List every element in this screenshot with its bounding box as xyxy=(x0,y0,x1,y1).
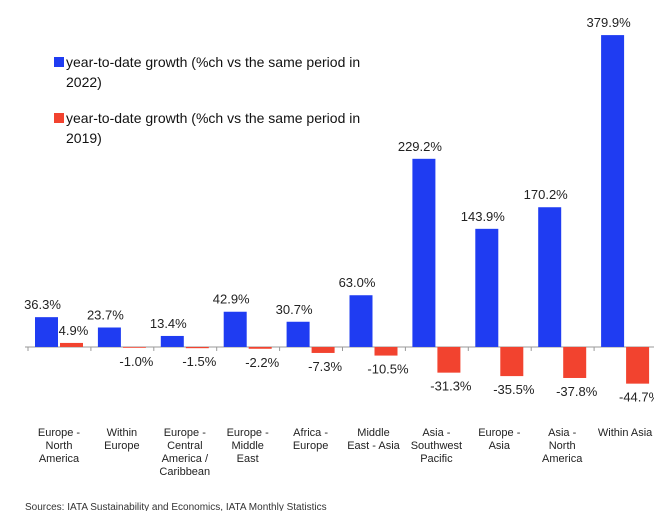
value-label: 4.9% xyxy=(59,323,89,338)
bar xyxy=(223,311,247,347)
bar xyxy=(563,346,587,378)
x-tick-label: Asia - Southwest Pacific xyxy=(410,427,463,465)
value-label: -35.5% xyxy=(493,382,535,397)
bar xyxy=(349,295,373,347)
value-label: 13.4% xyxy=(150,316,187,331)
bar xyxy=(437,346,461,373)
value-label: -37.8% xyxy=(556,384,598,399)
value-label: 229.2% xyxy=(398,139,443,154)
bar xyxy=(475,228,499,347)
x-tick-label: Asia - North America xyxy=(542,427,583,465)
x-tick-label: Europe - Asia xyxy=(478,427,521,452)
bar xyxy=(374,346,398,356)
x-tick-label: Europe - North America xyxy=(37,427,81,465)
legend-swatch xyxy=(54,113,64,123)
bar xyxy=(626,346,650,384)
bar xyxy=(311,346,335,353)
bar xyxy=(286,321,310,347)
value-label: -44.7% xyxy=(619,390,654,405)
value-label: 143.9% xyxy=(461,209,506,224)
bar xyxy=(160,335,184,347)
value-label: -7.3% xyxy=(308,359,342,374)
value-label: 379.9% xyxy=(587,15,632,30)
source-note: Sources: IATA Sustainability and Economi… xyxy=(25,502,327,511)
value-label: 42.9% xyxy=(213,292,250,307)
x-tick-label: Within Europe xyxy=(104,427,140,452)
value-label: 63.0% xyxy=(339,275,376,290)
value-label: 36.3% xyxy=(24,297,61,312)
bar xyxy=(122,346,146,348)
bar xyxy=(185,346,209,349)
bar xyxy=(601,35,625,347)
bar xyxy=(412,158,436,347)
value-label: 23.7% xyxy=(87,308,124,323)
value-label: 170.2% xyxy=(524,187,569,202)
bar xyxy=(500,346,524,377)
value-label: -1.5% xyxy=(182,354,216,369)
value-label: -10.5% xyxy=(367,362,409,377)
legend-swatch xyxy=(54,57,64,67)
x-tick-label: Europe - Central America / Caribbean xyxy=(159,427,211,478)
value-label: -31.3% xyxy=(430,379,472,394)
bar xyxy=(538,207,562,347)
value-label: 30.7% xyxy=(276,302,313,317)
value-label: -1.0% xyxy=(119,354,153,369)
bar xyxy=(97,327,121,347)
legend-entry: year-to-date growth (%ch vs the same per… xyxy=(54,52,366,92)
bar xyxy=(35,317,58,347)
bar xyxy=(60,342,83,347)
x-tick-label: Middle East - Asia xyxy=(347,427,400,452)
x-tick-label: Europe - Middle East xyxy=(226,427,269,465)
x-tick-label: Within Asia xyxy=(597,427,653,439)
x-tick-label: Africa - Europe xyxy=(292,427,329,452)
legend-entry: year-to-date growth (%ch vs the same per… xyxy=(54,108,366,148)
bar xyxy=(248,346,272,349)
value-label: -2.2% xyxy=(245,355,279,370)
